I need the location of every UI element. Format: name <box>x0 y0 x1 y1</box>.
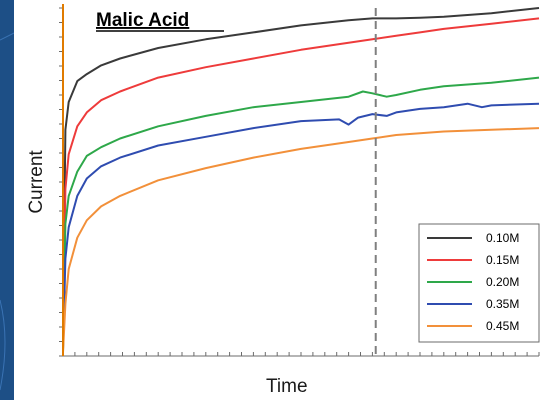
chart-panel: Malic Acid Time Current 0.10M 0.15M 0.20M 0… <box>14 0 546 400</box>
chart-title: Malic Acid <box>96 10 189 31</box>
legend-label: 0.15M <box>486 253 519 267</box>
frame-deco-line <box>0 299 6 391</box>
legend-label: 0.20M <box>486 275 519 289</box>
series-line-3 <box>62 102 540 351</box>
series-lines <box>62 7 540 353</box>
series-line-0 <box>62 7 540 339</box>
series-line-2 <box>62 76 540 350</box>
series-line-4 <box>62 127 540 353</box>
legend-label: 0.35M <box>486 297 519 311</box>
series-line-1 <box>62 17 540 346</box>
x-tick-marks <box>62 352 540 356</box>
legend: 0.10M 0.15M 0.20M 0.35M 0.45M <box>418 223 540 343</box>
legend-label: 0.10M <box>486 231 519 245</box>
chart: Malic Acid Time Current 0.10M0.15M0.20M0… <box>26 4 540 397</box>
legend-label: 0.45M <box>486 319 519 333</box>
x-axis-label: Time <box>266 376 308 397</box>
y-axis-label: Current <box>26 150 47 214</box>
